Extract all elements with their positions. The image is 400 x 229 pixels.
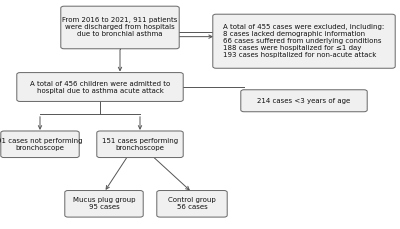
Text: 151 cases performing
bronchoscope: 151 cases performing bronchoscope — [102, 138, 178, 151]
Text: A total of 455 cases were excluded, including:
8 cases lacked demographic inform: A total of 455 cases were excluded, incl… — [223, 24, 385, 58]
Text: Control group
56 cases: Control group 56 cases — [168, 197, 216, 210]
Text: A total of 456 children were admitted to
hospital due to asthma acute attack: A total of 456 children were admitted to… — [30, 81, 170, 93]
FancyBboxPatch shape — [65, 191, 143, 217]
Text: Mucus plug group
95 cases: Mucus plug group 95 cases — [73, 197, 135, 210]
Text: 214 cases <3 years of age: 214 cases <3 years of age — [257, 98, 351, 104]
FancyBboxPatch shape — [213, 14, 395, 68]
FancyBboxPatch shape — [1, 131, 79, 158]
Text: 91 cases not performing
bronchoscope: 91 cases not performing bronchoscope — [0, 138, 83, 151]
FancyBboxPatch shape — [241, 90, 367, 112]
FancyBboxPatch shape — [97, 131, 183, 158]
FancyBboxPatch shape — [17, 73, 183, 101]
FancyBboxPatch shape — [157, 191, 227, 217]
Text: From 2016 to 2021, 911 patients
were discharged from hospitals
due to bronchial : From 2016 to 2021, 911 patients were dis… — [62, 17, 178, 38]
FancyBboxPatch shape — [61, 6, 179, 49]
